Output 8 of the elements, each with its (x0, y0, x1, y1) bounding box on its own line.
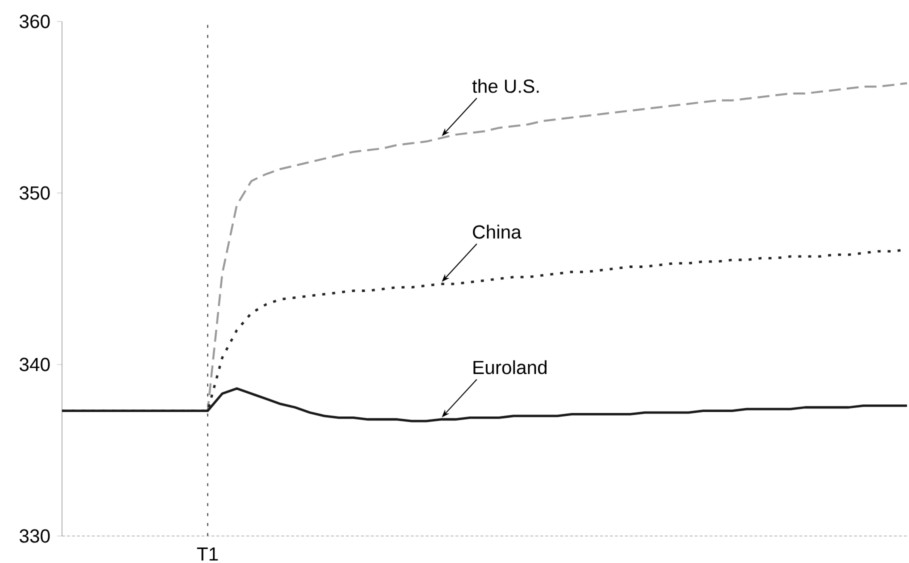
y-tick-label: 360 (20, 14, 50, 28)
y-tick-label: 340 (20, 358, 50, 372)
y-tick-label: 350 (20, 186, 50, 200)
series-label: the U.S. (472, 79, 539, 93)
text: Euroland (474, 360, 547, 374)
x-tick-label: T1 (197, 548, 218, 561)
text: China (472, 224, 522, 239)
y-tick-label: 330 (20, 529, 50, 543)
